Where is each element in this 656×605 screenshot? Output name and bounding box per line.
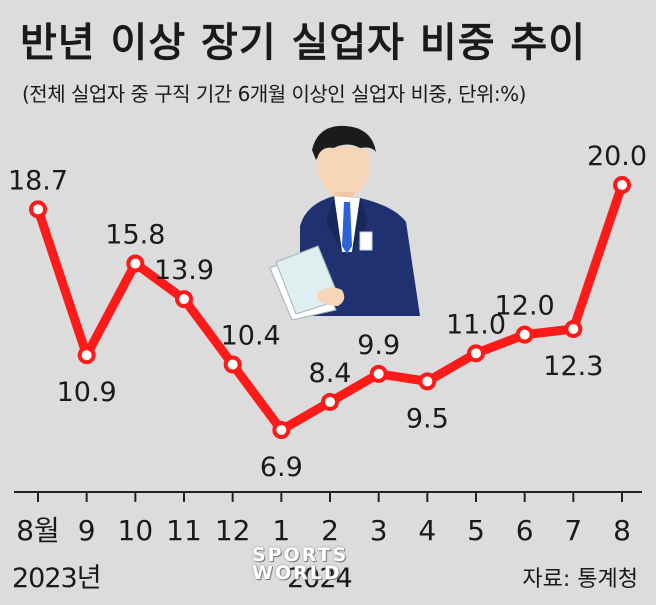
chart-title: 반년 이상 장기 실업자 비중 추이 xyxy=(20,20,587,66)
data-value-label: 9.9 xyxy=(357,330,400,361)
data-point xyxy=(418,372,437,391)
data-point xyxy=(321,392,339,411)
data-point xyxy=(223,355,242,374)
x-tick-label: 4 xyxy=(418,514,436,547)
data-value-labels: 18.7 10.9 15.8 13.9 10.4 6.9 8.49.9 9.5 11.012.0… xyxy=(8,141,647,483)
year-label-2023: 2023년 xyxy=(12,563,102,594)
year-label-2024: 2024 xyxy=(287,563,353,594)
data-point xyxy=(564,320,583,339)
x-tick-label: 5 xyxy=(467,514,485,547)
x-tick-label: 1 xyxy=(272,514,290,547)
data-point xyxy=(613,176,631,194)
x-tick-label: 8 xyxy=(613,514,631,547)
x-tick-label: 11 xyxy=(166,514,202,547)
source-note: 자료: 통계청 xyxy=(522,567,638,592)
chart-subtitle: (전체 실업자 중 구직 기간 6개월 이상인 실업자 비중, 단위:%) xyxy=(22,82,526,106)
data-point xyxy=(467,344,485,363)
x-tick-label: 12 xyxy=(215,514,251,547)
x-tick-label: 9 xyxy=(78,514,96,547)
data-point xyxy=(272,421,291,439)
x-tick-label: 7 xyxy=(564,514,582,547)
data-value-label: 12.3 xyxy=(543,351,603,382)
data-value-label: 10.9 xyxy=(57,377,117,408)
x-tick-label: 3 xyxy=(370,514,388,547)
watermark-line-1: SPORTS xyxy=(252,544,349,566)
data-point-markers xyxy=(29,176,631,439)
data-value-label: 9.5 xyxy=(406,403,449,434)
x-axis-tick-labels: 8월 9 10 11 12 1 2 3 4 5 6 7 8 xyxy=(16,514,631,547)
watermark-logo: SPORTS WORLD xyxy=(252,544,349,584)
x-tick-label: 10 xyxy=(118,514,154,547)
data-value-label: 13.9 xyxy=(154,255,214,286)
data-value-label: 15.8 xyxy=(105,220,165,251)
x-axis-ticks xyxy=(37,492,623,502)
data-value-label: 11.0 xyxy=(446,309,506,340)
data-value-label: 8.4 xyxy=(309,358,352,389)
watermark-line-2: WORLD xyxy=(252,562,342,584)
data-point xyxy=(175,290,193,309)
data-value-label: 6.9 xyxy=(260,452,303,483)
data-point xyxy=(515,325,534,344)
x-tick-label: 8월 xyxy=(16,514,60,547)
data-value-label: 18.7 xyxy=(8,165,68,196)
data-value-label: 10.4 xyxy=(221,321,281,352)
data-point xyxy=(126,254,145,273)
data-value-label: 20.0 xyxy=(587,141,647,172)
businessman-reading-document-icon xyxy=(269,125,420,321)
data-point xyxy=(29,200,47,219)
data-value-label: 12.0 xyxy=(495,291,555,322)
data-point xyxy=(369,364,388,383)
data-point xyxy=(77,346,96,365)
x-tick-label: 2 xyxy=(321,514,339,547)
x-tick-label: 6 xyxy=(516,514,534,547)
